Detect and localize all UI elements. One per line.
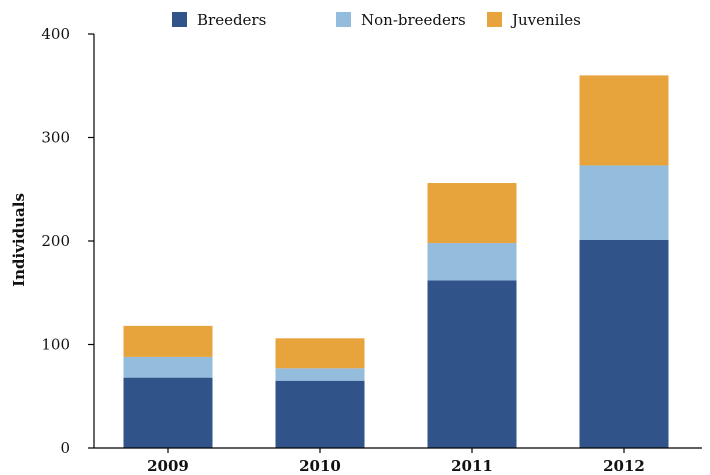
bar-stack xyxy=(427,183,517,448)
x-tick-label: 2012 xyxy=(603,457,645,475)
legend-swatch xyxy=(336,12,351,27)
y-tick-label: 100 xyxy=(41,336,70,354)
bar-segment-non-breeders xyxy=(123,356,213,378)
legend-label: Non-breeders xyxy=(361,11,466,29)
y-axis-ticks: 0 100 200 300 400 xyxy=(41,25,94,457)
x-tick-label: 2010 xyxy=(299,457,341,475)
legend-label: Breeders xyxy=(197,11,266,29)
x-tick-label: 2011 xyxy=(451,457,493,475)
bar-segment-juveniles xyxy=(579,75,669,166)
bar-segment-non-breeders xyxy=(427,243,517,281)
y-tick-label: 200 xyxy=(41,232,70,250)
bar-stack xyxy=(123,325,213,448)
y-tick-label: 300 xyxy=(41,129,70,147)
legend-swatch xyxy=(172,12,187,27)
bar-segment-juveniles xyxy=(427,183,517,244)
y-axis-title: Individuals xyxy=(10,193,28,287)
bar-segment-non-breeders xyxy=(275,368,365,381)
legend-item: Non-breeders xyxy=(336,11,466,29)
legend-item: Juveniles xyxy=(487,11,581,29)
bar-stack xyxy=(275,338,365,448)
legend-item: Breeders xyxy=(172,11,266,29)
y-tick-label: 400 xyxy=(41,25,70,43)
y-tick-label: 0 xyxy=(60,439,70,457)
bar-segment-breeders xyxy=(123,377,213,448)
bar-stack xyxy=(579,75,669,448)
legend-swatch xyxy=(487,12,502,27)
legend: Breeders Non-breeders Juveniles xyxy=(172,11,581,29)
x-tick-label: 2009 xyxy=(147,457,189,475)
x-axis-labels: 2009 2010 2011 2012 xyxy=(147,448,645,475)
legend-label: Juveniles xyxy=(510,11,581,29)
bars xyxy=(123,75,669,448)
bar-segment-juveniles xyxy=(123,325,213,357)
bar-segment-breeders xyxy=(579,239,669,448)
bar-segment-breeders xyxy=(275,380,365,448)
bar-segment-juveniles xyxy=(275,338,365,369)
bar-segment-non-breeders xyxy=(579,165,669,240)
bar-segment-breeders xyxy=(427,280,517,448)
